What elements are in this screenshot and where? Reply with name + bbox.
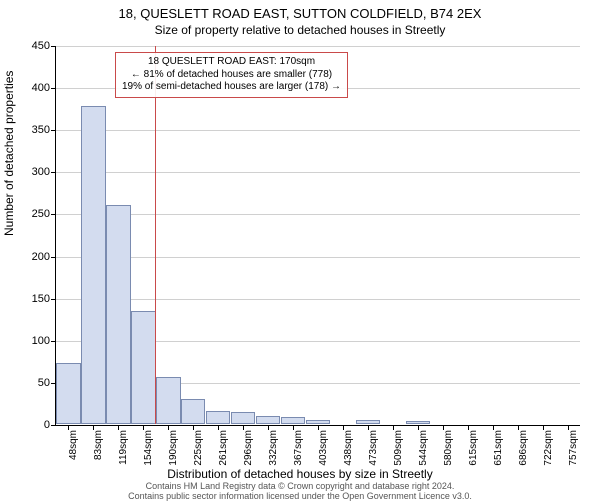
y-tick-label: 350 bbox=[20, 124, 50, 136]
y-tick-label: 450 bbox=[20, 40, 50, 52]
histogram-bar bbox=[406, 421, 430, 424]
y-tick-label: 0 bbox=[20, 419, 50, 431]
histogram-bar bbox=[281, 417, 305, 424]
y-tick-label: 250 bbox=[20, 208, 50, 220]
histogram-bar bbox=[306, 420, 330, 424]
page-title: 18, QUESLETT ROAD EAST, SUTTON COLDFIELD… bbox=[0, 0, 600, 21]
y-tick-label: 50 bbox=[20, 377, 50, 389]
y-tick-label: 200 bbox=[20, 251, 50, 263]
histogram-bar bbox=[206, 411, 230, 424]
y-tick-label: 150 bbox=[20, 293, 50, 305]
reference-line bbox=[155, 46, 156, 424]
annotation-title: 18 QUESLETT ROAD EAST: 170sqm bbox=[122, 56, 341, 69]
histogram-bar bbox=[56, 363, 80, 424]
x-axis-label: Distribution of detached houses by size … bbox=[0, 467, 600, 481]
annotation-smaller: ← 81% of detached houses are smaller (77… bbox=[122, 69, 341, 82]
histogram-chart: 05010015020025030035040045048sqm83sqm119… bbox=[55, 46, 580, 426]
y-tick-label: 100 bbox=[20, 335, 50, 347]
annotation-larger: 19% of semi-detached houses are larger (… bbox=[122, 81, 341, 94]
histogram-bar bbox=[156, 377, 180, 424]
histogram-bar bbox=[231, 412, 255, 424]
histogram-bar bbox=[356, 420, 380, 424]
histogram-bar bbox=[131, 311, 155, 424]
y-axis-label: Number of detached properties bbox=[2, 71, 16, 236]
page-subtitle: Size of property relative to detached ho… bbox=[0, 21, 600, 37]
y-tick-label: 400 bbox=[20, 82, 50, 94]
annotation-box: 18 QUESLETT ROAD EAST: 170sqm ← 81% of d… bbox=[115, 52, 348, 98]
y-tick-label: 300 bbox=[20, 166, 50, 178]
histogram-bar bbox=[81, 106, 105, 424]
copyright-text: Contains HM Land Registry data © Crown c… bbox=[0, 482, 600, 502]
histogram-bar bbox=[181, 399, 205, 424]
histogram-bar bbox=[106, 205, 130, 424]
histogram-bar bbox=[256, 416, 280, 424]
